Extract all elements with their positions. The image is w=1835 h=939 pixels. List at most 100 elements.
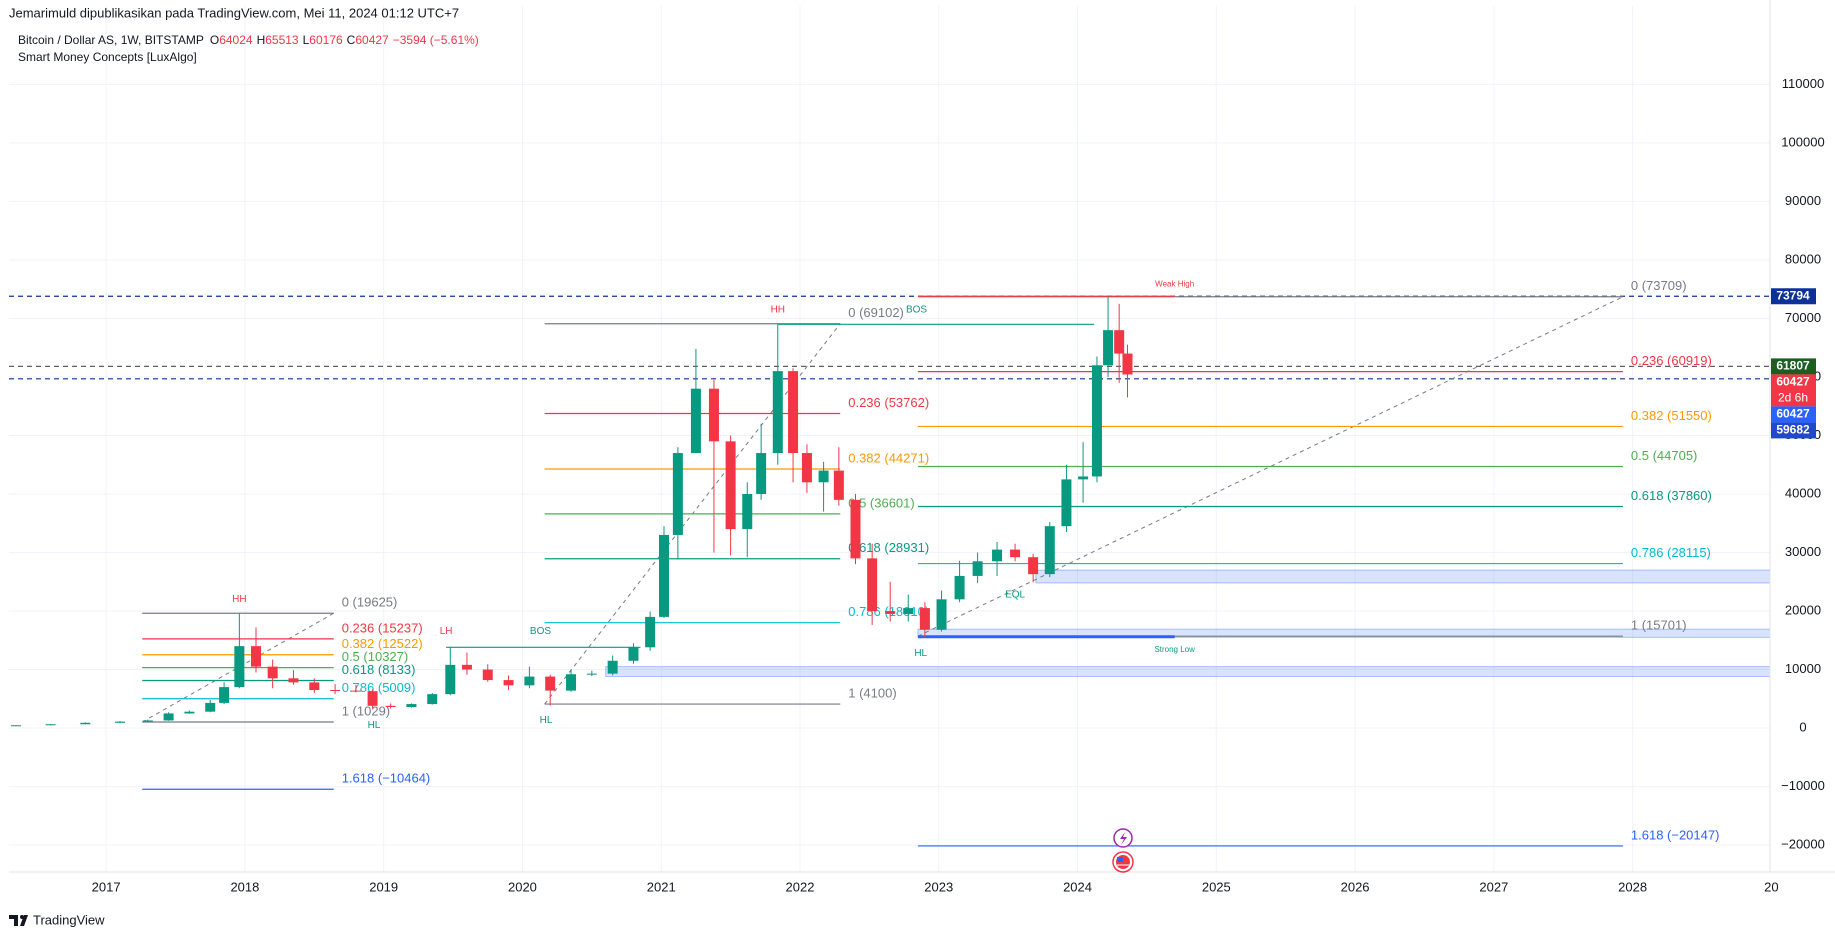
fib-label: 1 (15701): [1631, 618, 1687, 633]
candle-body: [445, 664, 456, 695]
smc-label: HL: [914, 648, 927, 659]
smc-label: HL: [368, 720, 381, 731]
x-tick-label: 2025: [1202, 879, 1231, 894]
candle-body: [586, 673, 597, 675]
fib-label: 0.618 (37860): [1631, 488, 1712, 503]
price-tag-label: 61807: [1776, 359, 1810, 373]
candle-body: [658, 534, 669, 617]
ohlc-key: H: [257, 33, 266, 47]
candle-body: [524, 676, 535, 686]
fib-label: 0.382 (44271): [848, 450, 929, 465]
fib-label: 1 (1029): [342, 703, 390, 718]
candle-body: [1103, 330, 1114, 366]
candle-body: [45, 724, 56, 726]
y-tick-label: −20000: [1781, 837, 1825, 852]
x-tick-label: 2027: [1479, 879, 1508, 894]
y-tick-label: 70000: [1785, 310, 1821, 325]
candle-body: [205, 702, 216, 712]
candle-body: [1114, 330, 1125, 354]
candle-body: [725, 441, 736, 530]
smc-label: BOS: [906, 304, 927, 315]
order-block-zone: [605, 666, 1770, 678]
candle-body: [461, 664, 472, 670]
published-note: Jemarimuld dipublikasikan pada TradingVi…: [9, 5, 459, 20]
fib-label: 0 (19625): [342, 595, 398, 610]
y-tick-label: 40000: [1785, 485, 1821, 500]
candle-body: [607, 660, 618, 674]
price-tag-countdown: 2d 6h: [1778, 391, 1808, 405]
candle-body: [350, 690, 361, 692]
candle-body: [672, 453, 683, 535]
price-tag-label: 59682: [1776, 423, 1810, 437]
x-tick-label: 20: [1764, 879, 1778, 894]
y-tick-label: 80000: [1785, 251, 1821, 266]
x-tick-label: 2018: [230, 879, 259, 894]
plot-area: 0 (19625)0.236 (15237)0.382 (12522)0.5 (…: [9, 6, 1770, 872]
x-tick-label: 2019: [369, 879, 398, 894]
candle-body: [163, 713, 174, 721]
candle-body: [385, 705, 396, 707]
ohlc-key: C: [347, 33, 356, 47]
fib-label: 0.236 (15237): [342, 620, 423, 635]
candle-body: [330, 690, 341, 692]
fib-label: 0.236 (53762): [848, 395, 929, 410]
candle-body: [690, 388, 701, 454]
candle-body: [1044, 526, 1055, 575]
footer-logo: [9, 915, 28, 926]
order-block-zone: [917, 628, 1770, 638]
symbol-line: Bitcoin / Dollar AS, 1W, BITSTAMP O64024 H…: [18, 33, 479, 47]
candle-body: [992, 549, 1003, 562]
change: −3594 (−5.61%): [393, 33, 479, 47]
candle-body: [1078, 476, 1089, 480]
candle-body: [184, 711, 195, 714]
symbol: Bitcoin / Dollar AS, 1W, BITSTAMP: [18, 33, 204, 47]
candle-body: [267, 666, 278, 679]
candle-body: [142, 720, 153, 722]
icons: [1112, 828, 1134, 873]
candle-body: [867, 558, 878, 612]
price-tag: [1771, 288, 1816, 305]
candle-body: [545, 676, 556, 691]
y-tick-label: 90000: [1785, 193, 1821, 208]
order-block-zone: [1035, 569, 1770, 584]
smc-label: BOS: [530, 626, 551, 637]
smc-label: LH: [440, 626, 453, 637]
axes: 1100001000009000080000700006000050000400…: [92, 76, 1825, 895]
candle-body: [482, 669, 493, 681]
candle-body: [885, 611, 896, 614]
candle-body: [818, 470, 829, 483]
ohlc-value: 60427: [355, 33, 389, 47]
candle-body: [503, 680, 514, 686]
smc-label: HL: [540, 715, 553, 726]
smc-label: HH: [771, 304, 785, 315]
price-tag: [1771, 406, 1816, 423]
smc-label: EQL: [1005, 589, 1025, 600]
candle-body: [10, 725, 21, 727]
y-tick-label: 20000: [1785, 602, 1821, 617]
fib-label: 1 (4100): [848, 686, 896, 701]
candle-body: [972, 561, 983, 576]
x-tick-label: 2017: [92, 879, 121, 894]
candle-body: [309, 682, 320, 691]
candle-body: [566, 674, 577, 691]
x-tick-label: 2028: [1618, 879, 1647, 894]
price-tag-label: 73794: [1776, 288, 1810, 302]
fib-label: 1.618 (−20147): [1631, 827, 1720, 842]
x-tick-label: 2026: [1341, 879, 1370, 894]
ohlc-value: 64024: [219, 33, 253, 47]
x-tick-label: 2023: [924, 879, 953, 894]
ohlc-value: 60176: [309, 33, 343, 47]
candle-body: [936, 599, 947, 630]
candle-body: [708, 388, 719, 442]
candle-body: [645, 616, 656, 648]
candle-body: [427, 694, 438, 705]
fib-label: 0.382 (51550): [1631, 408, 1712, 423]
candle-body: [788, 371, 799, 454]
fib-label: 0.5 (10327): [342, 649, 409, 664]
candle-body: [919, 608, 930, 630]
candle-body: [115, 721, 126, 723]
candle-body: [833, 470, 844, 500]
candle-body: [903, 608, 914, 614]
candle-body: [756, 453, 767, 495]
